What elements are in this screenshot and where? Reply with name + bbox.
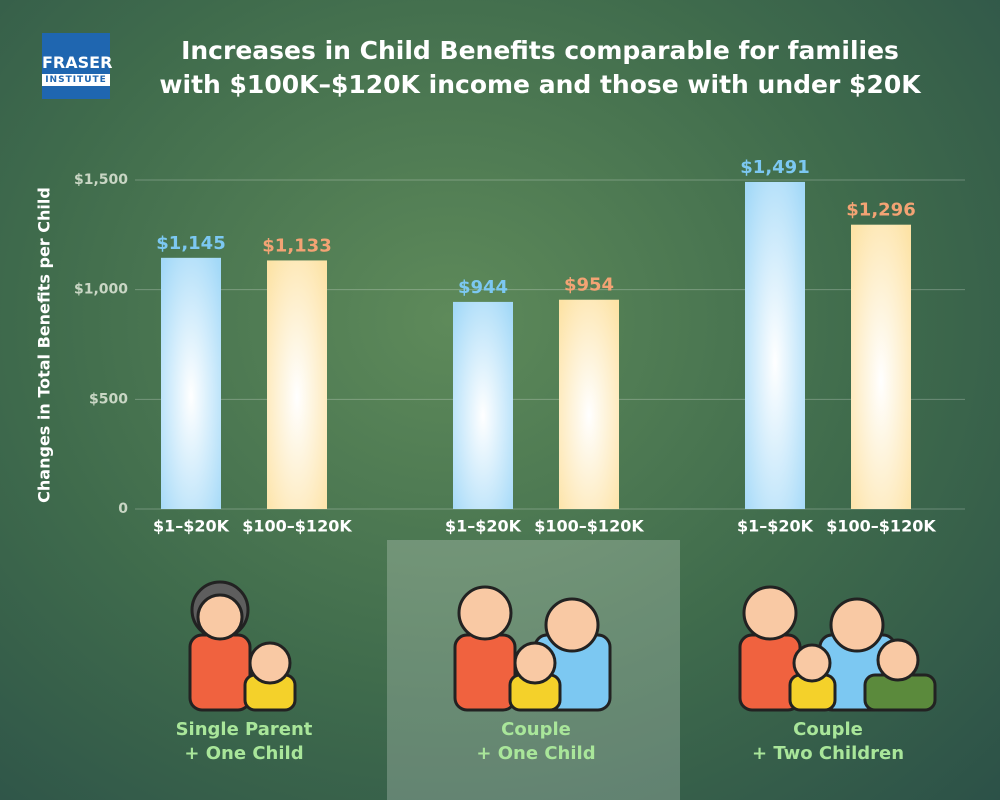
x-tick-label: $1–$20K: [737, 517, 814, 536]
value-label: $944: [458, 277, 508, 298]
value-label: $1,133: [262, 235, 331, 256]
bar: [453, 301, 513, 509]
value-label: $1,145: [156, 233, 225, 254]
bar: [267, 260, 327, 509]
bar: [161, 257, 221, 509]
value-label: $1,296: [846, 200, 915, 221]
x-tick-label: $1–$20K: [445, 517, 522, 536]
y-tick-label: $1,000: [74, 282, 128, 298]
x-tick-label: $100–$120K: [826, 517, 936, 536]
value-label: $1,491: [740, 157, 809, 178]
bar: [745, 181, 805, 510]
logo-sub: INSTITUTE: [42, 74, 110, 86]
y-tick-label: $1,500: [74, 172, 128, 188]
chart-title: Increases in Child Benefits comparable f…: [159, 36, 921, 99]
x-tick-label: $1–$20K: [153, 517, 230, 536]
logo: FRASER INSTITUTE: [42, 33, 113, 99]
group-label: Couple + One Child: [476, 719, 596, 764]
bar: [559, 299, 619, 509]
x-tick-label: $100–$120K: [534, 517, 644, 536]
group-label: Couple + Two Children: [751, 719, 905, 764]
y-axis-label: Changes in Total Benefits per Child: [35, 187, 54, 503]
y-tick-label: 0: [118, 501, 128, 517]
logo-name: FRASER: [42, 53, 113, 72]
value-label: $954: [564, 275, 614, 296]
illustrations: [188, 580, 937, 712]
group-label: Single Parent + One Child: [175, 719, 313, 764]
bar: [851, 224, 911, 509]
x-tick-label: $100–$120K: [242, 517, 352, 536]
y-tick-label: $500: [89, 391, 128, 407]
